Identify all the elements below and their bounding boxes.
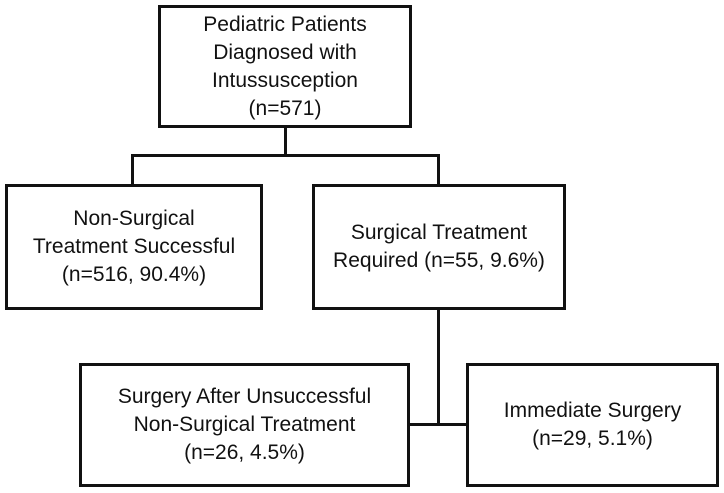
connector-root-stem <box>284 128 287 155</box>
node-root-line-1: Pediatric Patients <box>203 12 367 36</box>
node-immediate-line-2: (n=29, 5.1%) <box>532 427 653 450</box>
connector-branch-right-drop <box>437 154 440 185</box>
node-surgical-line-1: Surgical Treatment <box>350 221 528 244</box>
node-immediate-surgery: Immediate Surgery (n=29, 5.1%) <box>466 363 719 487</box>
node-non-surgical-line-2: Treatment Successful <box>32 235 236 258</box>
connector-surgical-stem <box>437 310 440 426</box>
node-root-patients: Pediatric Patients Diagnosed with Intuss… <box>158 5 412 128</box>
node-non-surgical-line-3: (n=516, 90.4%) <box>61 263 207 286</box>
node-delayed-line-3: (n=26, 4.5%) <box>184 441 305 464</box>
node-immediate-line-1: Immediate Surgery <box>503 399 682 422</box>
connector-junction-bar <box>410 423 467 426</box>
node-non-surgical-line-1: Non-Surgical <box>73 207 195 230</box>
node-surgical-required: Surgical Treatment Required (n=55, 9.6%) <box>312 184 566 310</box>
node-delayed-line-2: Non-Surgical Treatment <box>133 413 356 436</box>
connector-branch-bar <box>131 154 440 157</box>
node-non-surgical-success: Non-Surgical Treatment Successful (n=516… <box>5 184 263 310</box>
node-delayed-line-1: Surgery After Unsuccessful <box>117 385 372 408</box>
node-root-line-3: Intussusception <box>212 68 358 92</box>
node-surgery-after-unsuccessful: Surgery After Unsuccessful Non-Surgical … <box>79 363 410 487</box>
connector-branch-left-drop <box>131 154 134 185</box>
node-root-line-2: Diagnosed with <box>213 40 357 64</box>
node-surgical-line-2: Required (n=55, 9.6%) <box>333 249 545 272</box>
node-root-line-4: (n=571) <box>248 96 322 120</box>
